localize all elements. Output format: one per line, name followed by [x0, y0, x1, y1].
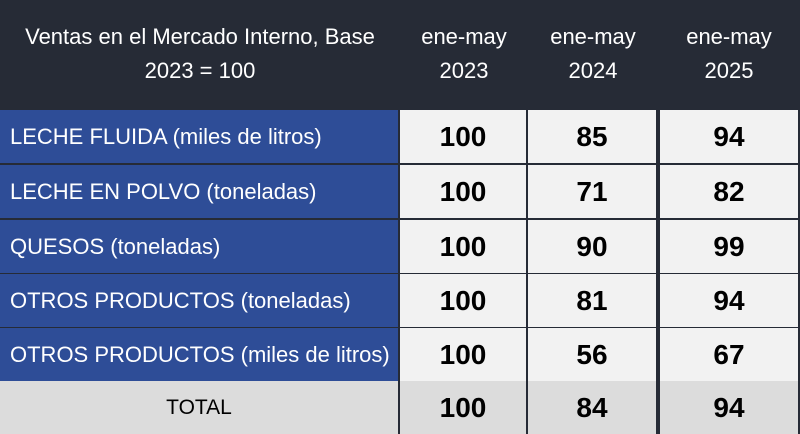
- row-label: OTROS PRODUCTOS (miles de litros): [0, 328, 398, 381]
- total-label: TOTAL: [0, 381, 398, 434]
- value-2025: 99: [660, 220, 798, 273]
- value-2023: 100: [400, 165, 526, 218]
- header-col-period: ene-may: [421, 24, 507, 49]
- value-2023: 100: [400, 274, 526, 327]
- header-col-2024: ene-may 2024: [528, 0, 658, 108]
- value-2024: 90: [528, 220, 656, 273]
- value-2024: 56: [528, 328, 656, 381]
- table-row: OTROS PRODUCTOS (toneladas) 100 81 94: [0, 274, 800, 327]
- header-title-line1: Ventas en el Mercado Interno, Base: [25, 24, 375, 49]
- header-col-period: ene-may: [686, 24, 772, 49]
- table-row: LECHE EN POLVO (toneladas) 100 71 82: [0, 165, 800, 218]
- total-value-2025: 94: [660, 381, 798, 434]
- value-2025: 94: [660, 274, 798, 327]
- header-col-year: 2024: [568, 58, 618, 83]
- row-label: LECHE EN POLVO (toneladas): [0, 165, 398, 218]
- value-2025: 94: [660, 110, 798, 163]
- value-2024: 71: [528, 165, 656, 218]
- table-row: LECHE FLUIDA (miles de litros) 100 85 94: [0, 110, 800, 163]
- header-col-period: ene-may: [550, 24, 636, 49]
- total-value-2023: 100: [400, 381, 526, 434]
- value-2024: 85: [528, 110, 656, 163]
- header-title: Ventas en el Mercado Interno, Base 2023 …: [0, 0, 400, 108]
- row-label: OTROS PRODUCTOS (toneladas): [0, 274, 398, 327]
- header-title-line2: 2023 = 100: [144, 58, 256, 83]
- value-2023: 100: [400, 110, 526, 163]
- table-header: Ventas en el Mercado Interno, Base 2023 …: [0, 0, 800, 108]
- total-value-2024: 84: [528, 381, 656, 434]
- header-col-2023: ene-may 2023: [400, 0, 528, 108]
- row-label: LECHE FLUIDA (miles de litros): [0, 110, 398, 163]
- value-2025: 67: [660, 328, 798, 381]
- value-2024: 81: [528, 274, 656, 327]
- header-col-year: 2023: [439, 58, 489, 83]
- header-col-2025: ene-may 2025: [658, 0, 800, 108]
- total-row: TOTAL 100 84 94: [0, 381, 800, 434]
- value-2025: 82: [660, 165, 798, 218]
- value-2023: 100: [400, 220, 526, 273]
- table-row: OTROS PRODUCTOS (miles de litros) 100 56…: [0, 328, 800, 381]
- header-col-year: 2025: [704, 58, 754, 83]
- table-row: QUESOS (toneladas) 100 90 99: [0, 220, 800, 273]
- value-2023: 100: [400, 328, 526, 381]
- row-label: QUESOS (toneladas): [0, 220, 398, 273]
